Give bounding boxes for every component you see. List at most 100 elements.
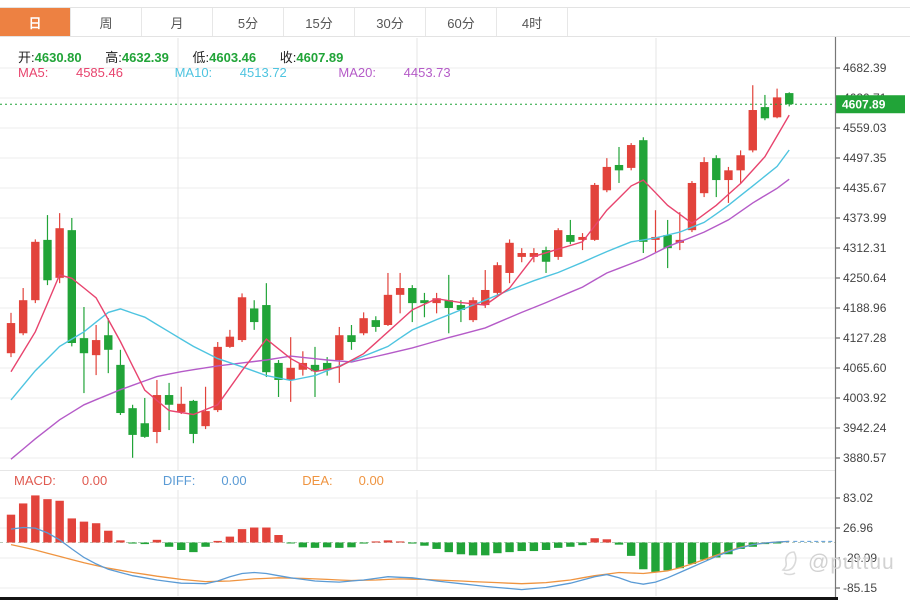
candle: [468, 300, 478, 321]
candle: [140, 423, 149, 437]
price-tick-label: 3880.57: [843, 451, 887, 465]
price-tick-label: 3942.24: [843, 421, 887, 435]
macd-bar: [55, 500, 64, 543]
macd-bar: [639, 542, 648, 570]
tab-4[interactable]: 5分: [213, 8, 284, 36]
macd-bar: [335, 542, 344, 548]
candle: [760, 107, 770, 119]
macd-bar: [371, 541, 380, 543]
macd-bar: [468, 542, 478, 556]
high-label: 高:: [105, 50, 122, 65]
candle: [152, 395, 162, 433]
candle: [724, 170, 733, 181]
ma20-legend: MA20: 4453.73: [338, 65, 451, 80]
macd-bar: [432, 542, 441, 549]
candle: [383, 294, 393, 325]
ohlc-legend: 开:4630.80 高:4632.39 低:4603.46 收:4607.89: [18, 47, 363, 66]
macd-bar: [322, 542, 332, 548]
candle: [298, 362, 308, 370]
macd-bar: [116, 540, 125, 543]
macd-bar: [128, 542, 137, 544]
ma10-line: [10, 149, 790, 401]
candle: [736, 155, 745, 171]
macd-bar: [286, 542, 295, 544]
tab-5[interactable]: 15分: [284, 8, 355, 36]
diff-value: DIFF: 0.00: [162, 473, 247, 488]
candle: [6, 323, 16, 354]
ma10-legend: MA10: 4513.72: [174, 65, 287, 80]
candle: [432, 298, 441, 304]
candle: [250, 308, 259, 323]
candle: [395, 288, 405, 295]
macd-bar: [724, 542, 733, 555]
macd-bar: [383, 540, 393, 543]
macd-tick-label: 26.96: [843, 521, 873, 535]
macd-bar: [517, 542, 526, 552]
ma-legend: MA5: 4585.46 MA10: 4513.72 MA20: 4453.73: [18, 65, 499, 80]
candle: [67, 230, 76, 343]
candle: [529, 253, 539, 257]
price-tick-label: 4250.64: [843, 271, 887, 285]
ma20-line: [10, 178, 790, 460]
candle: [712, 158, 721, 181]
macd-bar: [104, 530, 113, 543]
open-label: 开:: [18, 50, 35, 65]
macd-bar: [675, 542, 684, 569]
macd-bar: [18, 503, 28, 543]
macd-bar: [67, 518, 76, 543]
price-tick-label: 4682.39: [843, 61, 887, 75]
price-tick-label: 4373.99: [843, 211, 887, 225]
candle: [772, 97, 782, 118]
candle: [420, 300, 429, 304]
candle: [79, 338, 89, 354]
tab-7[interactable]: 60分: [426, 8, 497, 36]
macd-bar: [554, 542, 563, 548]
candle: [578, 236, 587, 240]
macd-bar: [529, 542, 539, 552]
candle: [505, 242, 514, 273]
price-tick-label: 4065.60: [843, 361, 887, 375]
macd-bar: [225, 536, 235, 543]
tab-8[interactable]: 4时: [497, 8, 568, 36]
candle: [602, 166, 612, 191]
candle: [590, 184, 599, 240]
candle: [213, 346, 222, 411]
tab-6[interactable]: 30分: [355, 8, 426, 36]
macd-bar: [712, 542, 721, 558]
candle: [322, 362, 332, 370]
candle: [371, 320, 380, 327]
macd-bar: [298, 542, 308, 548]
candle: [493, 265, 502, 293]
macd-bar: [237, 529, 247, 543]
macd-bar: [566, 542, 575, 547]
macd-bar: [578, 542, 587, 546]
candle: [55, 228, 64, 278]
candle: [18, 300, 28, 334]
candle: [43, 239, 52, 281]
current-price-text: 4607.89: [842, 98, 886, 112]
macd-bar: [250, 527, 259, 543]
macd-bar: [541, 542, 551, 550]
macd-bar: [493, 542, 502, 554]
tab-2[interactable]: 周: [71, 8, 142, 36]
macd-bar: [91, 523, 101, 543]
macd-bar: [164, 542, 174, 547]
low-value: 4603.46: [209, 50, 257, 65]
candle: [663, 235, 672, 249]
high-value: 4632.39: [121, 50, 169, 65]
dea-line: [10, 540, 790, 585]
macd-bar: [152, 539, 162, 543]
macd-bar: [140, 542, 149, 545]
candle: [639, 140, 648, 242]
candle: [517, 253, 526, 257]
macd-bar: [43, 499, 52, 543]
candle: [444, 300, 453, 308]
macd-bar: [614, 542, 624, 545]
macd-legend: MACD: 0.00 DIFF: 0.00 DEA: 0.00: [14, 473, 436, 488]
tab-3[interactable]: 月: [142, 8, 213, 36]
macd-bar: [505, 542, 514, 553]
macd-bar: [736, 542, 745, 549]
open-value: 4630.80: [34, 50, 82, 65]
tab-1[interactable]: 日: [0, 8, 71, 36]
